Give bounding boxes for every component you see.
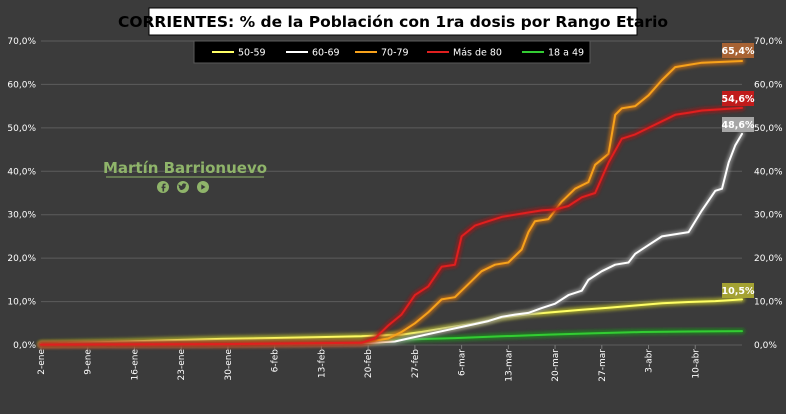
y-tick-label-left: 20,0% xyxy=(7,254,36,264)
y-tick-label-left: 40,0% xyxy=(7,167,36,177)
callout-box xyxy=(722,283,754,298)
series-line-m-s-de-80 xyxy=(40,106,743,346)
series-line-60-69 xyxy=(40,132,743,346)
y-tick-label-left: 50,0% xyxy=(7,124,36,134)
y-tick-label-right: 50,0% xyxy=(754,124,783,134)
y-axis-left: 0,0% 10,0% 20,0% 30,0% 40,0% 50,0% 60,0% 70,0% xyxy=(7,37,36,351)
y-tick-label-right: 20,0% xyxy=(754,254,783,264)
callout-label: 54,6% xyxy=(722,94,755,105)
x-tick-label: 16-ene xyxy=(130,349,140,381)
y-tick-label-right: 30,0% xyxy=(754,211,783,221)
series-lines xyxy=(38,58,745,348)
callout: 65,4% xyxy=(722,43,755,58)
youtube-icon xyxy=(197,181,209,193)
chart-title-box xyxy=(148,7,638,36)
grid-lines xyxy=(41,40,742,346)
x-tick-label: 13-mar xyxy=(504,349,514,382)
legend-label-m-s-de-80: Más de 80 xyxy=(453,48,502,59)
x-tick-label: 27-mar xyxy=(598,349,608,382)
y-tick-label-left: 0,0% xyxy=(13,341,36,351)
x-tick-label: 20-feb xyxy=(364,349,374,378)
legend-label-18-a-49: 18 a 49 xyxy=(548,48,584,59)
twitter-icon xyxy=(177,181,189,193)
watermark-text: Martín Barrionuevo xyxy=(103,159,267,177)
x-tick-label: 13-feb xyxy=(317,349,327,378)
y-tick-label-left: 30,0% xyxy=(7,211,36,221)
chart-title: CORRIENTES: % de la Población con 1ra do… xyxy=(118,7,668,36)
y-tick-label-right: 0,0% xyxy=(754,341,777,351)
callout-label: 65,4% xyxy=(722,46,755,57)
y-tick-label-left: 10,0% xyxy=(7,298,36,308)
y-axis-right: 0,0% 10,0% 20,0% 30,0% 40,0% 50,0% 60,0% 70,0% xyxy=(754,37,783,351)
callout-label: 48,6% xyxy=(722,120,755,131)
callout: 10,5% xyxy=(722,283,755,298)
x-tick-label: 2-ene xyxy=(37,349,47,375)
callout: 48,6% xyxy=(722,117,755,132)
y-tick-label-right: 40,0% xyxy=(754,167,783,177)
y-tick-label-left: 70,0% xyxy=(7,37,36,47)
y-tick-label-left: 60,0% xyxy=(7,80,36,90)
callout-box xyxy=(722,43,754,58)
callout-label: 10,5% xyxy=(722,286,755,297)
y-tick-label-right: 70,0% xyxy=(754,37,783,47)
x-tick-label: 20-mar xyxy=(551,349,561,382)
x-axis: 2-ene 9-ene 16-ene 23-ene 30-ene 6-feb 13-feb 2… xyxy=(37,345,701,382)
x-tick-label: 9-ene xyxy=(84,349,94,375)
x-tick-label: 27-feb xyxy=(411,349,421,378)
chart-title-text: CORRIENTES: % de la Población con 1ra do… xyxy=(118,13,668,31)
x-tick-label: 3-abr xyxy=(645,349,655,373)
series-line-70-79 xyxy=(40,60,743,346)
watermark: Martín Barrionuevo xyxy=(103,159,267,193)
callout-box xyxy=(722,117,754,132)
legend-label-60-69: 60-69 xyxy=(312,48,340,59)
x-tick-label: 10-abr xyxy=(691,349,701,379)
value-callouts: 65,4% 54,6% 48,6% 10,5% xyxy=(722,43,755,298)
chart-legend: 50-59 60-69 70-79 Más de 80 18 a 49 xyxy=(193,40,591,64)
x-tick-label: 30-ene xyxy=(224,349,234,381)
x-tick-label: 6-feb xyxy=(271,349,281,373)
x-tick-label: 6-mar xyxy=(458,349,468,376)
legend-label-50-59: 50-59 xyxy=(238,48,266,59)
callout: 54,6% xyxy=(722,91,755,106)
facebook-icon xyxy=(157,181,169,193)
callout-box xyxy=(722,91,754,106)
y-tick-label-right: 10,0% xyxy=(754,298,783,308)
y-tick-label-right: 60,0% xyxy=(754,80,783,90)
legend-label-70-79: 70-79 xyxy=(381,48,409,59)
x-tick-label: 23-ene xyxy=(177,349,187,381)
